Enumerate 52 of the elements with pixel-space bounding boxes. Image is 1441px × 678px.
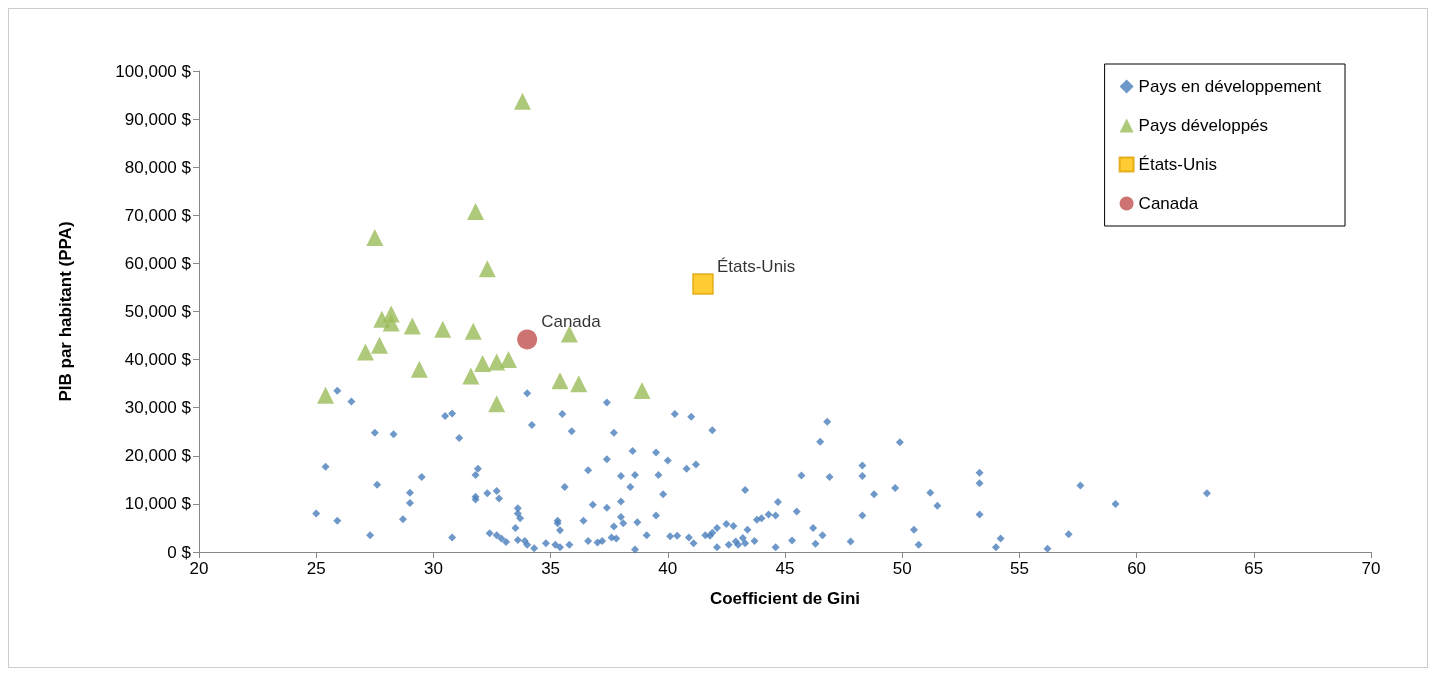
legend-label: Pays en développement [1138,77,1322,96]
point [474,354,492,372]
point [366,228,384,246]
y-tick-label: 70,000 $ [124,205,192,225]
y-tick-label: 20,000 $ [124,446,192,466]
x-tick-label: 20 [189,559,209,578]
point [488,353,506,371]
point [317,386,335,404]
y-tick-label: 40,000 $ [124,350,192,370]
y-tick-label: 10,000 $ [124,494,192,514]
y-tick-label: 80,000 $ [124,157,192,177]
point [467,202,485,220]
x-tick-label: 70 [1361,559,1381,578]
point [478,260,496,278]
x-tick-label: 60 [1127,559,1147,578]
x-tick-label: 25 [306,559,326,578]
point [434,320,452,338]
legend-label: États-Unis [1138,155,1218,174]
point [462,367,480,385]
point [488,395,506,413]
point [513,92,531,110]
point [633,381,651,399]
point [356,343,374,361]
point [382,314,400,332]
x-axis-title: Coefficient de Gini [709,589,861,608]
y-tick-label: 0 $ [167,542,192,562]
point [403,317,421,335]
y-tick-label: 90,000 $ [124,109,192,129]
legend-label: Pays développés [1138,116,1269,135]
point [551,372,569,390]
x-tick-label: 65 [1244,559,1264,578]
y-tick-label: 100,000 $ [115,61,192,81]
point [517,329,538,350]
x-tick-label: 55 [1009,559,1029,578]
annotation: États-Unis [716,257,796,277]
y-axis-title: PIB par habitant (PPA) [56,221,75,402]
x-tick-label: 40 [658,559,678,578]
y-tick-label: 60,000 $ [124,253,192,273]
point [370,336,388,354]
point [692,273,714,295]
annotation: Canada [541,312,602,332]
x-tick-label: 50 [892,559,912,578]
point [464,322,482,340]
legend-label: Canada [1138,194,1199,213]
y-tick-label: 30,000 $ [124,398,192,418]
x-tick-label: 30 [423,559,443,578]
point [499,351,517,369]
x-tick-label: 45 [775,559,795,578]
point [410,360,428,378]
x-tick-label: 35 [541,559,561,578]
point [570,375,588,393]
y-tick-label: 50,000 $ [124,302,192,321]
